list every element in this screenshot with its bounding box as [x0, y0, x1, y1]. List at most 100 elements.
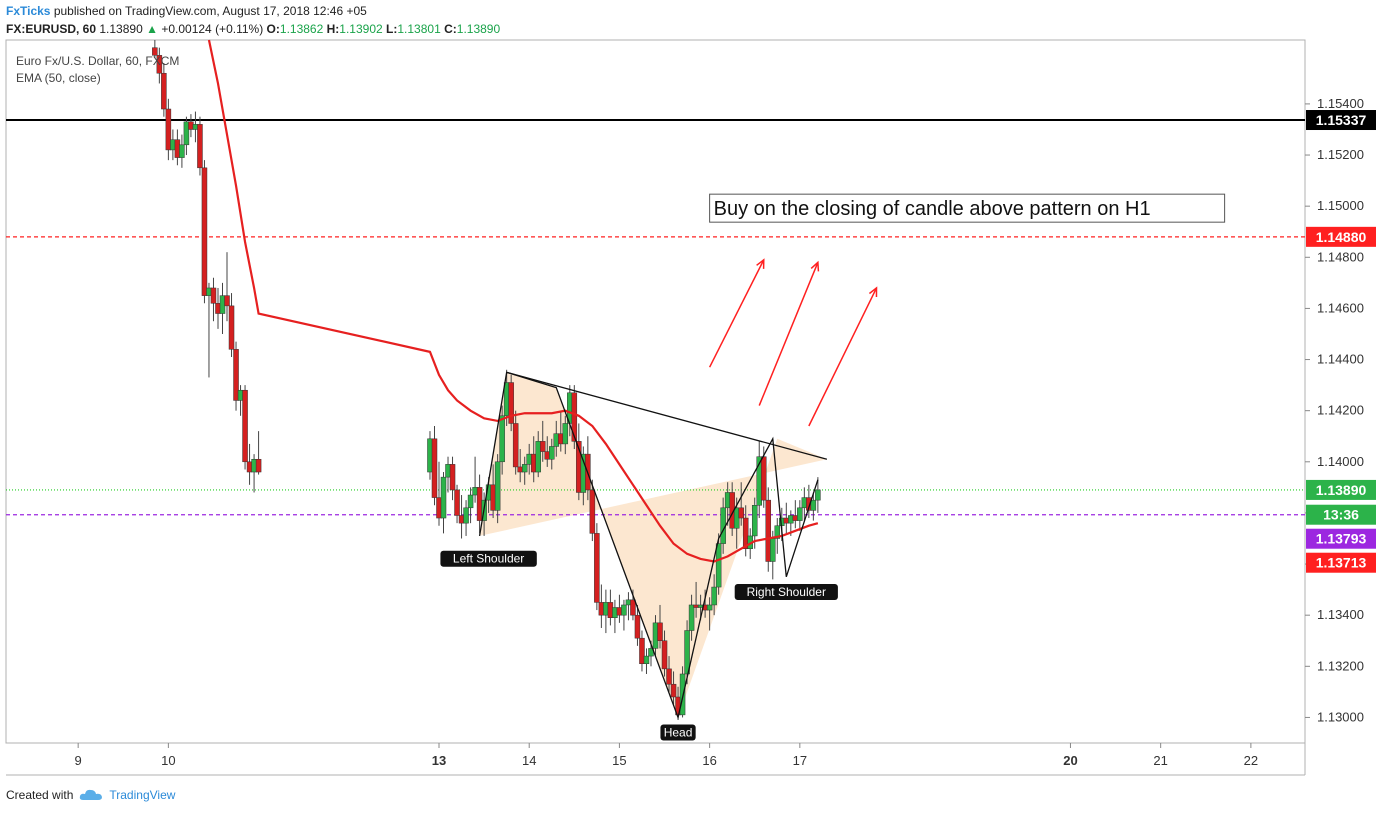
candle-body [810, 499, 817, 511]
arrow-head [810, 260, 820, 272]
ohlc-bar: FX:EURUSD, 60 1.13890 ▲ +0.00124 (+0.11%… [6, 22, 500, 36]
x-tick-label: 20 [1063, 753, 1077, 768]
low-label: L: [386, 22, 398, 36]
symbol-label: FX:EURUSD, 60 [6, 22, 97, 36]
candle-body [612, 607, 618, 618]
candle-body [499, 415, 505, 463]
drawings: Left Shoulder Head Right Shoulder Buy on th… [440, 193, 1226, 741]
annotation-box [709, 193, 1226, 223]
candle-body [210, 287, 217, 304]
candle-body [156, 55, 163, 74]
candle-body [761, 456, 767, 501]
candle-body [179, 144, 185, 158]
y-tick-label: 1.13400 [1317, 607, 1364, 622]
x-tick-label: 10 [161, 753, 175, 768]
open-value: 1.13862 [279, 22, 324, 36]
candle-body [152, 47, 158, 56]
y-tick-label: 1.14800 [1317, 249, 1364, 264]
y-tick-label: 1.14000 [1317, 454, 1364, 469]
candle-body [463, 507, 469, 524]
candle-body [697, 604, 704, 608]
publish-info: FxTicks published on TradingView.com, Au… [6, 4, 367, 18]
head-shoulders-pattern [479, 372, 827, 718]
candle-body [449, 464, 456, 491]
countdown-badge: 13:36 [1323, 507, 1359, 523]
price-badge-red-dashed: 1.14880 [1316, 229, 1367, 245]
pattern-area [479, 372, 827, 718]
pattern-label: Right Shoulder [747, 585, 826, 599]
candle-body [634, 614, 641, 639]
candle-body [201, 167, 208, 296]
y-tick-label: 1.13200 [1317, 658, 1364, 673]
high-value: 1.13902 [339, 22, 383, 36]
candle-body [549, 446, 555, 460]
ema-series [207, 39, 819, 563]
x-tick-label: 15 [612, 753, 626, 768]
countdown-badge-bg [1306, 504, 1376, 525]
candle-body [476, 487, 483, 521]
candle-body [797, 507, 803, 521]
candle-body [512, 423, 519, 468]
candle-body [526, 453, 532, 465]
price-lines [6, 119, 1305, 516]
price-badge-low-bg [1306, 552, 1376, 573]
y-tick-label: 1.15400 [1317, 96, 1364, 111]
candle-body [494, 461, 501, 511]
candle-body [684, 630, 690, 675]
candle-body [472, 487, 478, 496]
annotation-text: Buy on the closing of candle above patte… [714, 198, 1151, 220]
candle-body [170, 139, 176, 151]
candle-body [165, 108, 172, 151]
pattern-label: Left Shoulder [453, 552, 524, 566]
y-tick-label: 1.15000 [1317, 198, 1364, 213]
ema-legend: EMA (50, close) [16, 71, 101, 85]
y-tick-label: 1.13000 [1317, 709, 1364, 724]
arrow-head [756, 258, 765, 269]
ema-line [207, 39, 819, 563]
candle-body [571, 392, 578, 442]
tradingview-brand[interactable]: TradingView [109, 788, 176, 802]
candle-body [440, 476, 447, 519]
y-tick-label: 1.14400 [1317, 352, 1364, 367]
candle-body [174, 139, 181, 158]
candle-body [657, 622, 663, 641]
candle-body [815, 489, 821, 501]
candle-body [188, 121, 194, 130]
x-tick-label: 21 [1153, 753, 1167, 768]
candle-body [553, 433, 560, 447]
candle-body [215, 303, 221, 314]
pattern-label: Head [664, 726, 693, 740]
candle-body [242, 389, 248, 463]
price-badge-purple: 1.13793 [1316, 531, 1367, 547]
author-link[interactable]: FxTicks [6, 4, 51, 18]
candle-body [255, 458, 262, 473]
price-badge-last: 1.13890 [1316, 482, 1367, 498]
axes: 1.130001.132001.134001.136001.138001.140… [75, 96, 1376, 768]
candle-body [770, 538, 776, 562]
candle-body [490, 484, 496, 511]
candle-body [670, 683, 677, 698]
candle-body [431, 438, 438, 498]
candle-body [630, 599, 636, 616]
candle-body [621, 604, 627, 616]
candle-body [535, 441, 541, 473]
grid [5, 39, 1306, 776]
candle-body [539, 441, 546, 452]
candle-body [508, 382, 514, 424]
candle-body [517, 466, 523, 473]
candle-body [233, 349, 239, 401]
price-change: +0.00124 (+0.11%) [161, 22, 264, 36]
candle-body [192, 124, 199, 130]
cloud-logo-icon [80, 789, 103, 800]
candle-body [219, 295, 226, 314]
x-tick-label: 22 [1244, 753, 1258, 768]
candle-body [774, 525, 781, 539]
candle-body [661, 640, 668, 670]
candle-body [589, 489, 596, 534]
candle-body [783, 517, 790, 524]
arrow-line [758, 262, 819, 406]
candle-body [544, 451, 550, 460]
arrow-line [808, 287, 878, 427]
candle-body [251, 458, 257, 473]
